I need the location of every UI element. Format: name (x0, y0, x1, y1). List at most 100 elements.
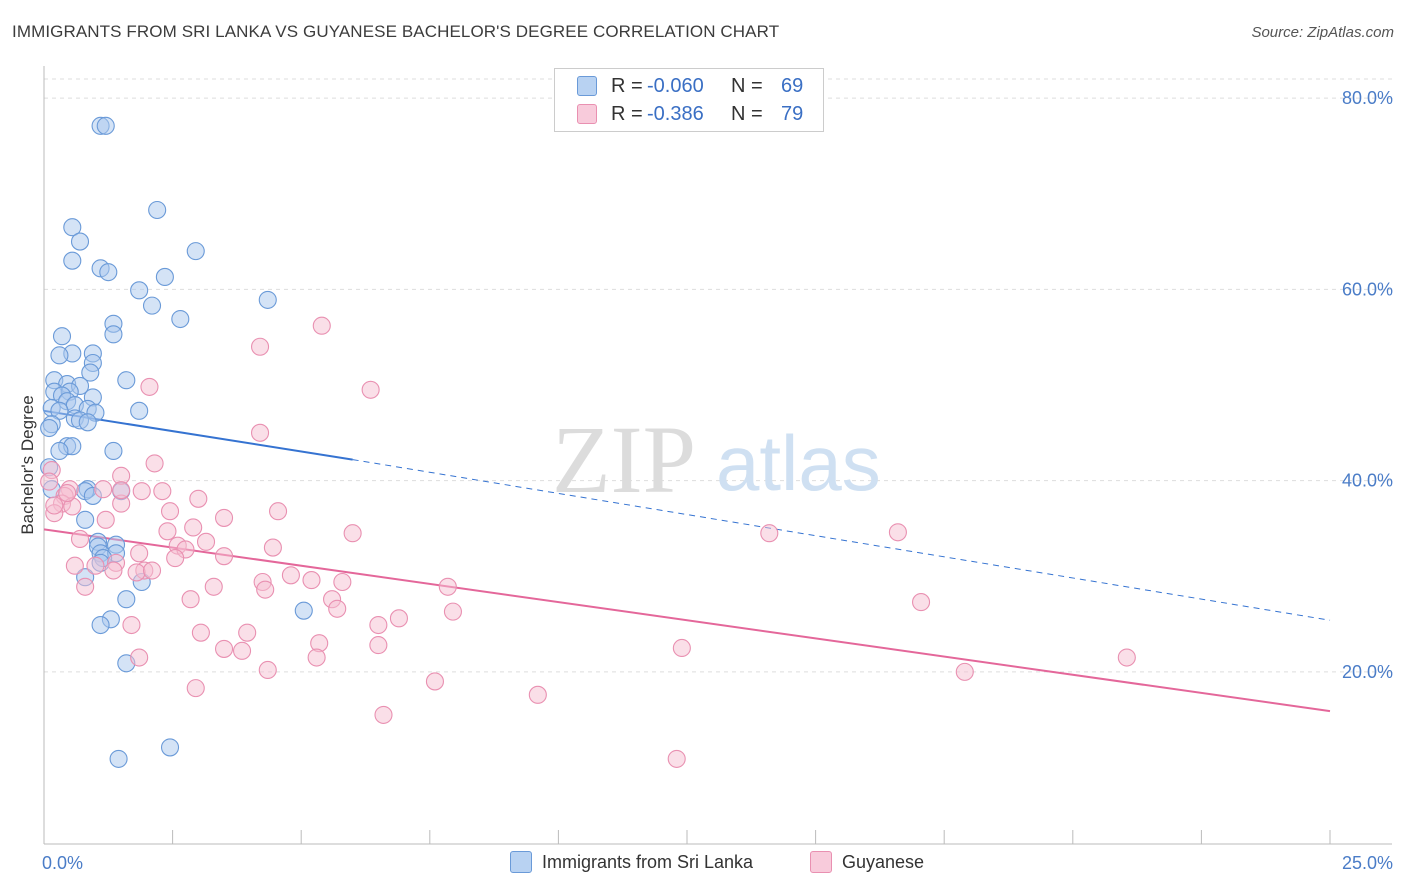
guyanese-point (132, 482, 151, 501)
guyanese-point (269, 502, 288, 521)
guyanese-point (40, 472, 59, 491)
sri-lanka-point (104, 441, 123, 461)
guyanese-point (333, 572, 352, 592)
series-legend-item-guyanese[interactable]: Guyanese (810, 851, 924, 873)
data-points (40, 116, 1136, 768)
guyanese-point (312, 316, 331, 335)
watermark-atlas: atlas (716, 419, 881, 507)
guyanese-point (302, 571, 321, 590)
guyanese-point (145, 454, 164, 473)
sri-lanka-point (50, 401, 69, 420)
sri-lanka-point (78, 413, 97, 432)
guyanese-point (443, 602, 462, 621)
guyanese-point (361, 380, 380, 399)
guyanese-point (263, 538, 282, 557)
guyanese-point (189, 489, 208, 508)
sri-lanka-point (99, 263, 118, 282)
watermark-zip: ZIP (552, 406, 696, 513)
axes (43, 66, 1392, 845)
legend-n-value: 69 (781, 74, 804, 97)
tick-labels: 20.0% 40.0% 60.0% 80.0% 0.0% 25.0% (42, 88, 1393, 873)
series-legend-item-sri-lanka[interactable]: Immigrants from Sri Lanka (510, 851, 753, 873)
guyanese-point (158, 522, 177, 541)
sri-lanka-point (52, 327, 72, 346)
sri-lanka-point (63, 251, 82, 270)
guyanese-point (214, 547, 234, 566)
y-tick-label: 60.0% (1342, 279, 1393, 299)
legend-swatch-blue (577, 76, 597, 96)
legend-n-label: N = (731, 74, 763, 97)
sri-lanka-point (130, 281, 149, 300)
guyanese-point (58, 484, 77, 503)
series-swatch-pink (810, 851, 832, 873)
guyanese-point (307, 648, 326, 667)
legend-r-label: R = (611, 102, 643, 125)
guyanese-point (955, 662, 974, 681)
y-tick-label: 40.0% (1342, 471, 1393, 491)
guyanese-point (186, 679, 205, 698)
series-legend-label: Guyanese (842, 851, 925, 872)
guyanese-point (672, 638, 691, 658)
sri-lanka-point (50, 441, 69, 461)
sri-lanka-point (160, 738, 180, 757)
sri-lanka-point (76, 510, 95, 529)
guyanese-point (122, 615, 141, 635)
sri-lanka-point (63, 218, 82, 237)
sri-lanka-point (50, 346, 69, 365)
guyanese-point (438, 577, 457, 596)
guyanese-point (238, 623, 257, 642)
legend-row-sri-lanka: R = -0.060 N = 69 (577, 73, 803, 99)
legend-n-value: 79 (781, 102, 804, 125)
guyanese-point (104, 561, 123, 580)
guyanese-point (528, 685, 547, 704)
sri-lanka-point (186, 242, 205, 261)
guyanese-point (130, 648, 149, 667)
sri-lanka-point (96, 116, 115, 135)
guyanese-point (166, 549, 185, 568)
guyanese-point (140, 377, 159, 396)
guyanese-point (76, 577, 95, 596)
guyanese-point (70, 529, 90, 549)
guyanese-point (1117, 648, 1136, 667)
sri-lanka-point (142, 296, 162, 315)
gridlines (44, 78, 1392, 673)
guyanese-point (142, 561, 162, 580)
sri-lanka-point (81, 363, 100, 382)
guyanese-point (389, 609, 408, 628)
sri-lanka-point (104, 325, 123, 344)
guyanese-point (94, 480, 113, 499)
legend-r-value: -0.386 (647, 102, 704, 125)
x-tick-label: 25.0% (1342, 853, 1393, 873)
guyanese-point (214, 639, 234, 658)
guyanese-point (130, 544, 149, 563)
guyanese-point (369, 615, 388, 635)
guyanese-point (181, 590, 200, 609)
sri-lanka-point (70, 232, 90, 251)
guyanese-point (204, 577, 223, 596)
guyanese-point (86, 556, 105, 575)
sri-lanka-point (171, 309, 190, 329)
sri-lanka-point (294, 601, 313, 620)
guyanese-point (232, 641, 252, 660)
guyanese-point (258, 660, 277, 680)
guyanese-point (96, 510, 115, 529)
y-tick-label: 80.0% (1342, 88, 1393, 108)
correlation-legend: R = -0.060 N = 69 R = -0.386 N = 79 (554, 68, 824, 132)
sri-lanka-point (109, 749, 128, 768)
legend-swatch-pink (577, 104, 597, 124)
sri-lanka-point (117, 371, 136, 390)
guyanese-point (369, 636, 388, 655)
series-swatch-blue (510, 851, 532, 873)
sri-lanka-point (155, 267, 174, 286)
guyanese-point (425, 672, 444, 691)
series-legend-label: Immigrants from Sri Lanka (542, 851, 754, 872)
guyanese-point (196, 532, 216, 551)
legend-r-label: R = (611, 74, 643, 97)
sri-lanka-point (148, 200, 167, 220)
series-legend: Immigrants from Sri Lanka Guyanese (0, 851, 1406, 879)
guyanese-point (127, 563, 146, 582)
guyanese-point (112, 481, 131, 500)
legend-n-label: N = (731, 102, 763, 125)
sri-lanka-trend-extension (352, 459, 1331, 621)
